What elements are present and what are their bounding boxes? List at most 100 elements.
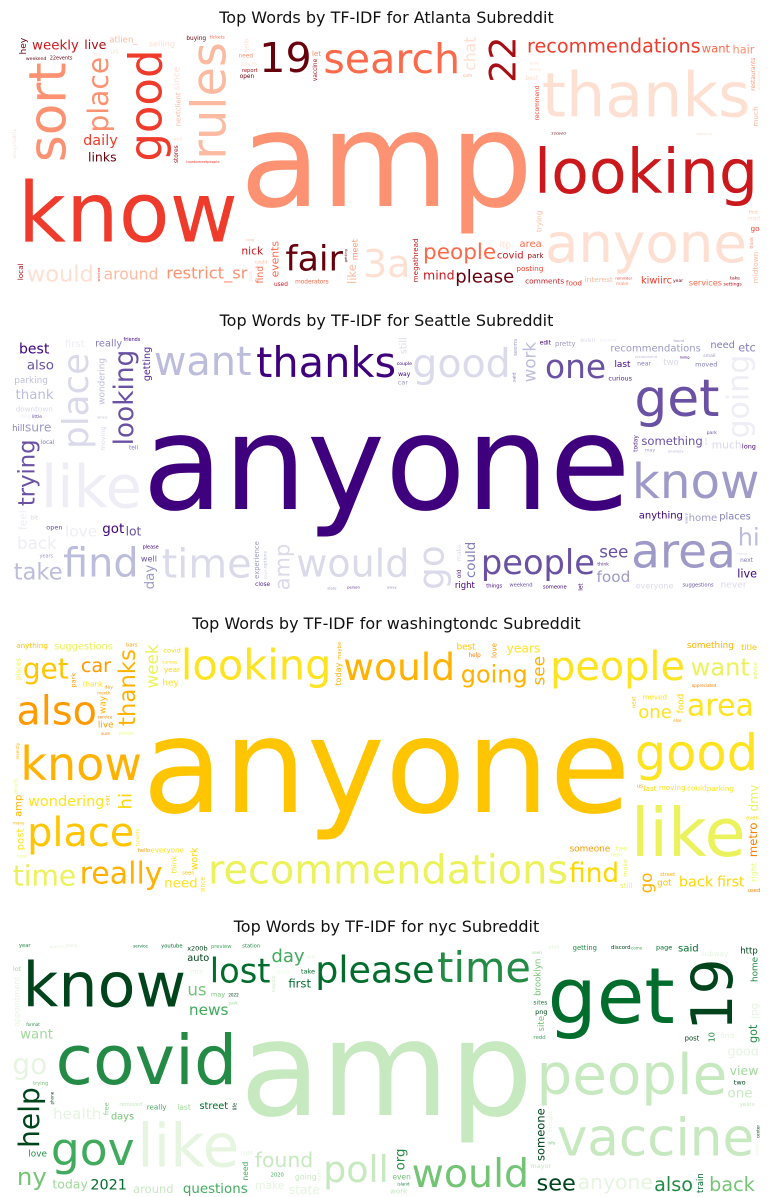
word-label: hello bbox=[138, 848, 151, 854]
word-label: open bbox=[46, 524, 62, 532]
word-label: food bbox=[597, 568, 631, 586]
word-label: life bbox=[232, 1103, 238, 1111]
word-label: nick bbox=[241, 244, 264, 257]
word-label: wondering bbox=[28, 794, 104, 810]
word-label: make bbox=[616, 281, 629, 287]
word-label: feel bbox=[18, 510, 30, 530]
word-label: experience bbox=[253, 541, 261, 579]
word-label: chat bbox=[461, 37, 479, 71]
word-label: even bbox=[580, 337, 595, 344]
word-label: today bbox=[634, 435, 640, 452]
word-label: view bbox=[730, 1063, 759, 1078]
word-label: lot bbox=[13, 965, 22, 973]
word-label: 2021 bbox=[90, 1177, 127, 1193]
word-label: think bbox=[749, 237, 755, 249]
word-label: site bbox=[537, 1016, 547, 1032]
word-label: auto bbox=[187, 953, 209, 964]
word-label: love bbox=[28, 1149, 47, 1159]
word-label: old bbox=[457, 569, 463, 578]
word-label: days bbox=[111, 1112, 134, 1123]
word-label: get bbox=[23, 653, 69, 686]
word-label: seems bbox=[513, 339, 519, 356]
word-label: howtomeetpeople bbox=[186, 160, 220, 164]
word-label: suggestions bbox=[54, 642, 113, 653]
word-label: good bbox=[635, 724, 758, 782]
word-label: thought bbox=[548, 1112, 554, 1132]
word-label: year bbox=[673, 278, 683, 284]
word-label: suggestions bbox=[682, 582, 713, 588]
word-label: 22covid bbox=[551, 132, 566, 136]
word-label: questions bbox=[183, 1182, 248, 1197]
word-label: friends bbox=[123, 337, 140, 343]
word-label: station bbox=[242, 943, 260, 949]
word-label: work bbox=[189, 847, 200, 870]
word-label: need bbox=[241, 1162, 250, 1181]
word-label: buying bbox=[186, 36, 206, 42]
word-label: amp bbox=[240, 993, 533, 1147]
word-label: mta bbox=[190, 968, 203, 976]
word-label: would bbox=[412, 1151, 530, 1197]
word-label: covid bbox=[163, 646, 180, 654]
word-label: brooklyn bbox=[533, 959, 543, 996]
word-label: like bbox=[631, 794, 746, 872]
word-label: got bbox=[747, 1024, 760, 1043]
word-label: want bbox=[154, 339, 252, 385]
word-label: thank bbox=[15, 388, 53, 403]
word-label: one bbox=[638, 702, 672, 723]
word-label: anything bbox=[16, 641, 48, 650]
word-label: said bbox=[512, 372, 518, 381]
word-label: near bbox=[637, 361, 651, 368]
word-label: recommend bbox=[635, 355, 657, 359]
word-label: could bbox=[255, 259, 268, 265]
word-label: small bbox=[703, 353, 715, 359]
word-label: back bbox=[709, 1173, 755, 1196]
word-label: search bbox=[323, 35, 460, 83]
word-label: queens bbox=[50, 944, 65, 949]
word-label: sites bbox=[533, 1000, 547, 1007]
word-label: sure bbox=[25, 420, 52, 434]
word-label: day bbox=[143, 565, 158, 590]
word-label: anyone bbox=[142, 690, 630, 844]
word-label: right bbox=[455, 581, 476, 591]
word-label: two bbox=[663, 358, 679, 368]
word-label: never bbox=[720, 581, 746, 591]
word-label: read bbox=[747, 217, 760, 223]
word-label: would bbox=[27, 261, 94, 287]
word-label: think bbox=[169, 855, 178, 874]
word-label: really bbox=[147, 1103, 168, 1112]
word-label: subway bbox=[701, 949, 729, 958]
word-label: anybody bbox=[668, 449, 685, 453]
word-label: get bbox=[548, 952, 675, 1042]
word-label: wanted bbox=[97, 268, 101, 282]
word-label: day bbox=[105, 685, 114, 691]
word-label: someone bbox=[543, 584, 567, 590]
word-label: service bbox=[133, 943, 148, 948]
word-label: best bbox=[526, 76, 539, 82]
word-label: lot bbox=[126, 525, 142, 539]
word-label: places bbox=[241, 61, 257, 67]
word-label: 2022 bbox=[228, 993, 239, 998]
wordcloud-canvas: amp people covid get vaccine know like gov pleas… bbox=[12, 943, 761, 1197]
word-label: advice bbox=[753, 662, 759, 679]
word-label: like bbox=[345, 264, 359, 284]
word-label: find bbox=[720, 1031, 734, 1040]
word-label: posting bbox=[516, 264, 543, 273]
word-label: dph bbox=[94, 53, 102, 57]
word-label: years bbox=[740, 1102, 755, 1108]
word-label: trying bbox=[535, 211, 544, 232]
word-label: please bbox=[119, 730, 134, 736]
word-label: recently bbox=[15, 742, 20, 759]
word-label: find bbox=[255, 266, 266, 284]
word-label: really bbox=[80, 857, 163, 892]
word-label: said bbox=[678, 944, 699, 955]
word-label: everyone bbox=[636, 580, 674, 590]
word-label: please bbox=[455, 266, 514, 287]
word-label: take bbox=[301, 968, 315, 976]
word-label: someone bbox=[570, 845, 611, 855]
word-label: open bbox=[240, 74, 255, 80]
word-label: redd bbox=[533, 1035, 545, 1041]
word-label: appointment bbox=[13, 977, 22, 1027]
word-label: back bbox=[17, 533, 57, 553]
word-label: area bbox=[687, 688, 754, 723]
